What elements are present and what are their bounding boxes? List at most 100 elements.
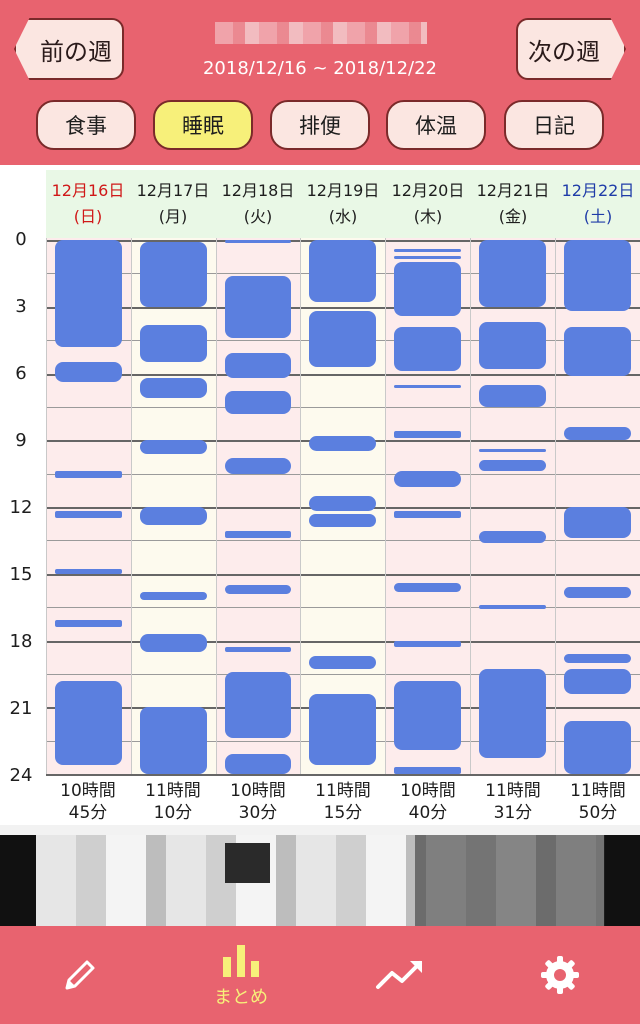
sleep-block[interactable] — [224, 584, 292, 594]
day-date: 12月22日 — [561, 181, 635, 200]
app-title-blurred — [215, 22, 427, 44]
total-hours: 10時間 — [400, 781, 456, 801]
sleep-block[interactable] — [309, 513, 377, 528]
nav-summary-label: まとめ — [214, 987, 268, 1008]
day-label-sat: 12月22日 (土) — [556, 178, 640, 230]
sleep-block[interactable] — [479, 240, 546, 307]
sleep-block[interactable] — [563, 669, 631, 694]
day-weekday: (水) — [328, 207, 358, 226]
sleep-block[interactable] — [139, 440, 207, 454]
sleep-block[interactable] — [479, 449, 546, 453]
gridline — [46, 573, 640, 576]
sleep-block[interactable] — [224, 671, 292, 739]
sleep-block[interactable] — [309, 435, 377, 452]
sleep-block[interactable] — [394, 326, 461, 372]
sleep-block[interactable] — [394, 511, 461, 519]
sleep-block[interactable] — [394, 471, 461, 487]
sleep-block[interactable] — [394, 680, 461, 750]
total-hours: 10時間 — [60, 781, 116, 801]
column-divider — [46, 238, 47, 774]
sleep-block[interactable] — [309, 311, 377, 367]
y-tick: 0 — [15, 229, 27, 250]
sleep-block[interactable] — [139, 324, 207, 363]
ad-banner[interactable] — [0, 835, 640, 927]
sleep-block[interactable] — [139, 242, 207, 307]
daily-total: 10時間 30分 — [216, 780, 300, 824]
sleep-block[interactable] — [55, 511, 122, 519]
sleep-block[interactable] — [394, 384, 461, 388]
sleep-block[interactable] — [479, 531, 546, 543]
tab-sleep[interactable]: 睡眠 — [153, 100, 253, 150]
sleep-block[interactable] — [563, 720, 631, 774]
daily-total: 11時間 15分 — [301, 780, 385, 824]
sleep-block[interactable] — [394, 248, 461, 252]
total-hours: 11時間 — [315, 781, 371, 801]
y-tick: 12 — [9, 497, 33, 518]
nav-settings[interactable] — [500, 926, 620, 1024]
sleep-block[interactable] — [139, 707, 207, 774]
sleep-block[interactable] — [563, 507, 631, 539]
total-minutes: 10分 — [153, 803, 193, 823]
sleep-block[interactable] — [479, 604, 546, 610]
sleep-block[interactable] — [224, 353, 292, 378]
sleep-block[interactable] — [55, 240, 122, 347]
day-label-fri: 12月21日 (金) — [471, 178, 555, 230]
tab-bowel[interactable]: 排便 — [270, 100, 370, 150]
day-date: 12月17日 — [136, 181, 210, 200]
tab-temperature[interactable]: 体温 — [386, 100, 486, 150]
sleep-block[interactable] — [563, 587, 631, 599]
day-column — [130, 238, 216, 774]
daily-total: 11時間 31分 — [471, 780, 555, 824]
column-divider — [470, 238, 471, 774]
sleep-block[interactable] — [224, 458, 292, 474]
sleep-block[interactable] — [394, 431, 461, 439]
nav-summary[interactable]: まとめ — [181, 926, 301, 1024]
sleep-block[interactable] — [394, 262, 461, 316]
sleep-block[interactable] — [309, 656, 377, 670]
sleep-block[interactable] — [224, 240, 292, 243]
pencil-icon — [65, 960, 95, 990]
sleep-block[interactable] — [55, 569, 122, 574]
gridline — [46, 774, 640, 776]
sleep-block[interactable] — [139, 633, 207, 652]
sleep-block[interactable] — [394, 767, 461, 774]
nav-record[interactable] — [20, 926, 140, 1024]
day-weekday: (日) — [73, 207, 103, 226]
sleep-block[interactable] — [309, 693, 377, 766]
date-range: 2018/12/16 ~ 2018/12/22 — [202, 58, 438, 79]
tab-diary[interactable]: 日記 — [504, 100, 604, 150]
sleep-block[interactable] — [563, 240, 631, 312]
sleep-block[interactable] — [139, 507, 207, 525]
day-label-mon: 12月17日 (月) — [131, 178, 215, 230]
sleep-block[interactable] — [563, 653, 631, 663]
sleep-block[interactable] — [479, 384, 546, 407]
sleep-block[interactable] — [394, 640, 461, 648]
y-tick: 18 — [9, 631, 33, 652]
sleep-block[interactable] — [224, 647, 292, 652]
sleep-block[interactable] — [563, 326, 631, 376]
sleep-block[interactable] — [139, 591, 207, 601]
sleep-block[interactable] — [55, 680, 122, 766]
nav-trend[interactable] — [340, 926, 460, 1024]
sleep-block[interactable] — [224, 753, 292, 774]
next-week-button[interactable]: 次の週 — [516, 18, 626, 80]
day-weekday: (月) — [158, 207, 188, 226]
sleep-block[interactable] — [224, 391, 292, 414]
sleep-block[interactable] — [479, 669, 546, 759]
sleep-block[interactable] — [224, 275, 292, 338]
sleep-block[interactable] — [479, 322, 546, 370]
sleep-block[interactable] — [309, 240, 377, 303]
sleep-block[interactable] — [55, 471, 122, 479]
trend-icon — [376, 961, 422, 989]
prev-week-button[interactable]: 前の週 — [14, 18, 124, 80]
sleep-block[interactable] — [139, 377, 207, 398]
sleep-block[interactable] — [55, 362, 122, 383]
tab-meal[interactable]: 食事 — [36, 100, 136, 150]
sleep-block[interactable] — [309, 495, 377, 512]
sleep-block[interactable] — [224, 531, 292, 539]
sleep-block[interactable] — [394, 582, 461, 592]
sleep-block[interactable] — [479, 460, 546, 472]
sleep-block[interactable] — [394, 255, 461, 259]
sleep-block[interactable] — [55, 620, 122, 628]
sleep-block[interactable] — [563, 426, 631, 441]
